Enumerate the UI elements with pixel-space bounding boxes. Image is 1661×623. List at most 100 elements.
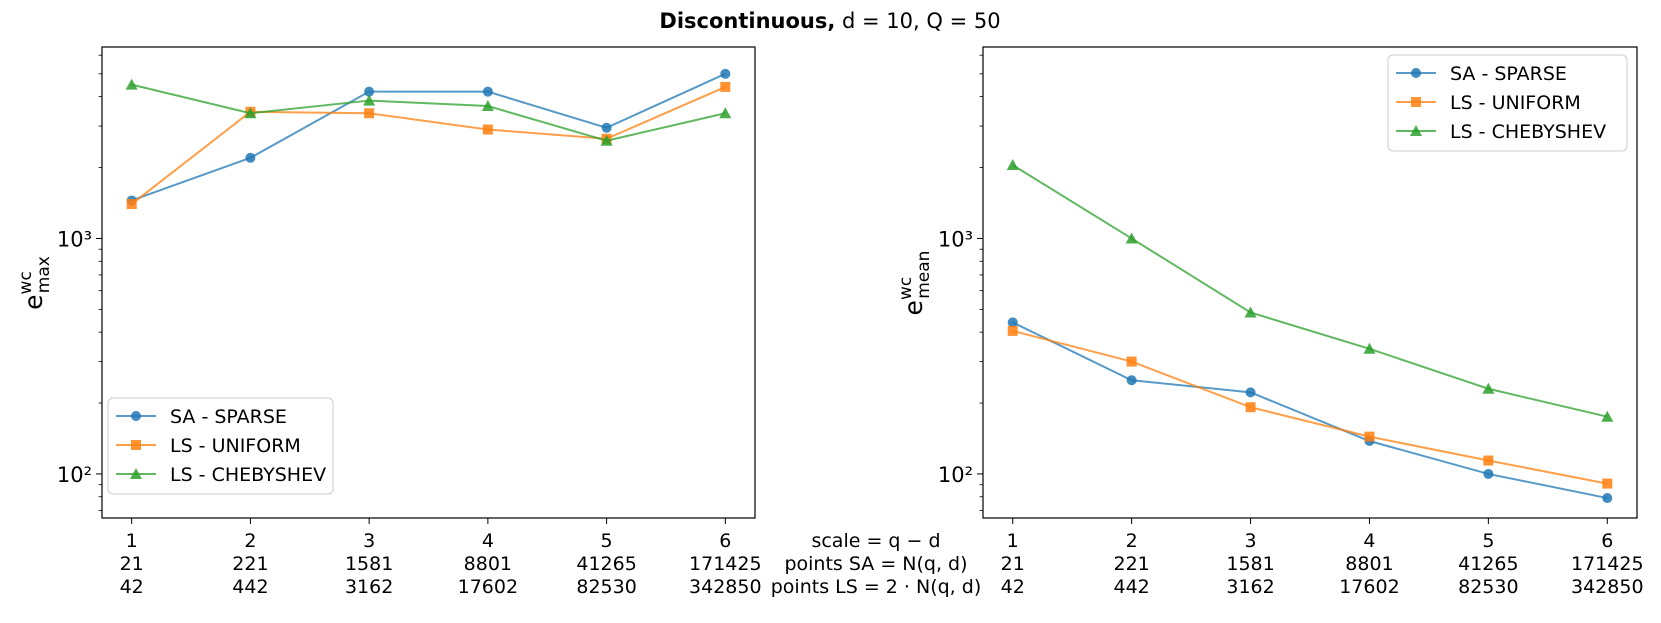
x-tick-label-left-row2-5: 41265	[576, 553, 636, 575]
x-tick-label-right-row1-4: 4	[1363, 530, 1375, 552]
y-tick-label-right-1: 10³	[938, 227, 973, 251]
x-tick-label-right-row3-5: 82530	[1458, 576, 1518, 598]
point-right-ls-chebyshev-2	[1125, 232, 1138, 244]
point-right-sa-sparse-2	[1126, 375, 1137, 386]
x-tick-label-left-row1-1: 1	[126, 530, 138, 552]
x-tick-label-left-row1-5: 5	[601, 530, 613, 552]
series-line-left-sa-sparse	[131, 72, 726, 202]
point-right-ls-chebyshev-3	[1244, 306, 1257, 318]
point-right-ls-uniform-4	[1364, 431, 1375, 442]
x-tick-label-right-row1-5: 5	[1482, 530, 1494, 552]
x-tick-label-right-row3-4: 17602	[1339, 576, 1399, 598]
point-right-sa-sparse-6	[1602, 493, 1613, 504]
legend-marker-right-sa-sparse	[1411, 68, 1421, 78]
legend-right: SA - SPARSE LS - UNIFORM LS - CHEBYSHEV	[1387, 54, 1628, 152]
legend-marker-left-sa-sparse	[131, 411, 141, 421]
legend-marker-right-ls-uniform	[1411, 97, 1421, 107]
point-left-ls-chebyshev-2	[244, 107, 257, 119]
legend-left: SA - SPARSE LS - UNIFORM LS - CHEBYSHEV	[107, 397, 334, 495]
x-tick-label-left-row3-5: 82530	[576, 576, 636, 598]
y-tick-label-left-1: 10³	[57, 227, 92, 251]
series-line-right-ls-chebyshev	[1012, 164, 1608, 418]
point-left-sa-sparse-2	[245, 152, 256, 163]
y-tick-label-left-0: 10²	[57, 463, 92, 487]
point-right-ls-uniform-5	[1483, 455, 1494, 466]
legend-label-right-ls-uniform: LS - UNIFORM	[1450, 92, 1581, 114]
x-tick-label-left-row2-3: 1581	[345, 553, 393, 575]
figure-title-rest: d = 10, Q = 50	[835, 9, 1000, 33]
legend-marker-left-ls-uniform	[131, 440, 141, 450]
legend-marker-right-ls-chebyshev	[1410, 125, 1422, 136]
x-tick-label-right-row3-3: 3162	[1226, 576, 1274, 598]
ylabel-left: ewcmax	[16, 256, 54, 310]
series-line-right-sa-sparse	[1012, 321, 1608, 500]
legend-marker-left-ls-chebyshev	[130, 468, 142, 479]
x-tick-label-right-row2-1: 21	[1001, 553, 1025, 575]
plot-frame-right	[982, 46, 1638, 519]
legend-label-left-ls-chebyshev: LS - CHEBYSHEV	[170, 464, 326, 486]
x-tick-label-left-row1-2: 2	[244, 530, 256, 552]
x-tick-label-left-row1-6: 6	[719, 530, 731, 552]
ylabel-right: ewcmean	[896, 251, 934, 316]
point-left-ls-chebyshev-3	[363, 94, 376, 106]
point-left-sa-sparse-5	[601, 122, 612, 133]
center-label-scale: scale = q − d	[811, 530, 940, 552]
point-left-ls-chebyshev-6	[719, 107, 732, 119]
point-left-ls-uniform-3	[364, 108, 375, 119]
x-tick-label-left-row1-3: 3	[363, 530, 375, 552]
point-left-ls-chebyshev-4	[481, 100, 494, 112]
x-tick-label-left-row3-2: 442	[232, 576, 268, 598]
point-right-ls-chebyshev-1	[1006, 159, 1019, 171]
point-right-ls-chebyshev-5	[1482, 382, 1495, 394]
x-tick-label-left-row3-3: 3162	[345, 576, 393, 598]
x-tick-label-right-row2-4: 8801	[1345, 553, 1393, 575]
x-tick-label-left-row2-2: 221	[232, 553, 268, 575]
point-left-ls-uniform-1	[126, 199, 137, 210]
point-left-ls-chebyshev-1	[125, 78, 138, 90]
series-left	[125, 68, 732, 210]
x-tick-label-right-row3-1: 42	[1001, 576, 1025, 598]
legend-label-right-sa-sparse: SA - SPARSE	[1450, 63, 1567, 85]
x-tick-label-right-row1-1: 1	[1007, 530, 1019, 552]
series-line-left-ls-uniform	[131, 85, 726, 205]
legend-label-left-ls-uniform: LS - UNIFORM	[170, 435, 301, 457]
x-tick-label-left-row3-6: 342850	[689, 576, 762, 598]
point-right-sa-sparse-3	[1245, 387, 1256, 398]
point-left-ls-uniform-4	[482, 124, 493, 135]
center-label-points-ls: points LS = 2 · N(q, d)	[771, 576, 981, 598]
x-tick-label-right-row1-2: 2	[1126, 530, 1138, 552]
x-tick-label-left-row3-4: 17602	[458, 576, 518, 598]
y-tick-label-right-0: 10²	[938, 463, 973, 487]
x-tick-label-right-row2-3: 1581	[1226, 553, 1274, 575]
center-label-points-sa: points SA = N(q, d)	[784, 553, 967, 575]
figure-title: Discontinuous, d = 10, Q = 50	[659, 9, 1000, 33]
plot-frame-left	[101, 46, 756, 519]
series-line-left-ls-chebyshev	[131, 83, 726, 142]
x-tick-label-right-row1-6: 6	[1601, 530, 1613, 552]
point-left-ls-chebyshev-5	[600, 134, 613, 146]
point-left-sa-sparse-4	[482, 86, 493, 97]
legend-frame-left	[107, 397, 334, 495]
point-right-ls-chebyshev-6	[1601, 410, 1614, 422]
point-right-sa-sparse-1	[1007, 317, 1018, 328]
x-tick-label-left-row2-4: 8801	[464, 553, 512, 575]
point-left-sa-sparse-3	[364, 86, 375, 97]
point-right-ls-uniform-3	[1245, 402, 1256, 413]
point-right-ls-chebyshev-4	[1363, 342, 1376, 354]
point-right-ls-uniform-1	[1007, 325, 1018, 336]
x-tick-label-left-row2-6: 171425	[689, 553, 762, 575]
x-tick-label-right-row3-6: 342850	[1571, 576, 1644, 598]
series-line-right-ls-uniform	[1012, 329, 1608, 485]
x-tick-label-left-row1-4: 4	[482, 530, 494, 552]
point-left-sa-sparse-6	[720, 68, 731, 79]
x-tick-label-right-row2-5: 41265	[1458, 553, 1518, 575]
x-tick-label-right-row1-3: 3	[1244, 530, 1256, 552]
x-tick-label-left-row3-1: 42	[120, 576, 144, 598]
point-right-ls-uniform-6	[1602, 478, 1613, 489]
x-tick-label-right-row3-2: 442	[1114, 576, 1150, 598]
figure-title-bold: Discontinuous,	[659, 9, 835, 33]
